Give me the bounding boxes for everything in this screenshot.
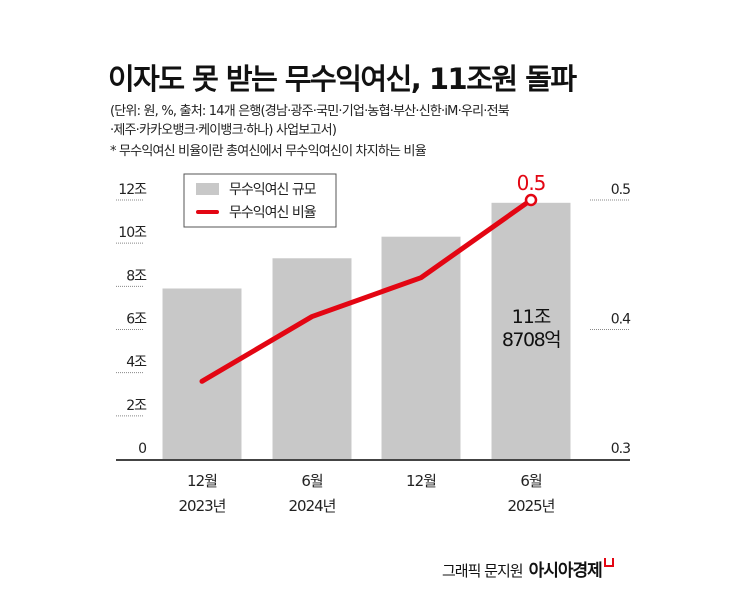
brand-logo: 아시아경제 <box>528 561 603 581</box>
source-line-2: ·제주·카카오뱅크·케이뱅크·하나) 사업보고서) <box>110 123 337 138</box>
ratio-point-marker <box>524 193 538 207</box>
ratio-point-label: 0.5 <box>517 171 546 195</box>
left-tick-label: 8조 <box>126 268 147 284</box>
legend-box <box>183 173 337 228</box>
x-tick-label: 12월 <box>406 472 436 490</box>
bar <box>162 288 242 459</box>
x-tick-label: 6월 <box>301 472 323 490</box>
right-tick-label: 0.3 <box>611 441 630 457</box>
x-tick-year-label: 2024년 <box>289 497 336 515</box>
left-tick-label: 10조 <box>118 225 147 241</box>
legend-label-line: 무수익여신 비율 <box>229 205 317 221</box>
legend-label-bar: 무수익여신 규모 <box>229 182 317 198</box>
x-tick-year-label: 2023년 <box>179 497 226 515</box>
legend-swatch-bar <box>196 183 219 195</box>
left-tick-label: 0 <box>138 441 146 457</box>
bar <box>491 202 571 459</box>
bar <box>381 236 461 459</box>
graphic-credit: 그래픽 문지원 <box>442 562 524 580</box>
left-tick-label: 4조 <box>126 355 147 371</box>
bar <box>272 258 352 459</box>
footer: 그래픽 문지원 아시아경제 <box>442 556 614 581</box>
source-line-1: (단위: 원, %, 출처: 14개 은행(경남·광주·국민·기업·농협·부산·… <box>110 104 510 119</box>
brand-mark-icon <box>603 558 614 567</box>
right-tick-label: 0.5 <box>611 182 630 198</box>
footnote: * 무수익여신 비율이란 총여신에서 무수익여신이 차지하는 비율 <box>110 144 427 159</box>
page-title: 이자도 못 받는 무수익여신, 11조원 돌파 <box>108 62 577 96</box>
x-tick-label: 12월 <box>187 472 217 490</box>
left-tick-label: 6조 <box>126 312 147 328</box>
ratio-line <box>199 197 534 384</box>
bar-value-label: 11조 <box>512 306 551 328</box>
x-tick-label: 6월 <box>520 472 542 490</box>
bar-value-label: 8708억 <box>502 329 560 351</box>
left-tick-label: 12조 <box>118 182 147 198</box>
left-tick-label: 2조 <box>126 398 147 414</box>
right-tick-label: 0.4 <box>611 312 631 328</box>
x-tick-year-label: 2025년 <box>508 497 555 515</box>
